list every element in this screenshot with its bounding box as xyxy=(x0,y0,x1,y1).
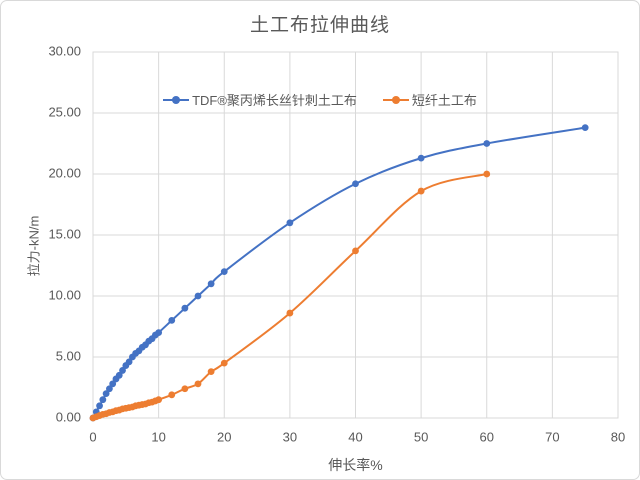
series-0 xyxy=(89,124,589,422)
y-axis-title: 拉力-kN/m xyxy=(26,215,42,277)
data-point-marker xyxy=(109,380,117,388)
data-point-marker xyxy=(286,309,294,317)
x-tick-label: 0 xyxy=(89,429,96,444)
data-point-marker xyxy=(352,180,359,188)
data-point-marker xyxy=(483,170,491,178)
data-point-marker xyxy=(207,368,215,376)
plot-border xyxy=(92,51,619,419)
series-1 xyxy=(89,170,491,422)
data-point-marker xyxy=(220,268,228,275)
x-tick-label: 10 xyxy=(151,429,165,444)
data-point-marker xyxy=(155,329,163,336)
data-point-marker xyxy=(168,391,176,399)
data-point-marker xyxy=(194,292,202,300)
x-tick-label: 20 xyxy=(217,429,231,444)
data-point-marker xyxy=(352,247,359,255)
y-tick-label: 0.00 xyxy=(56,409,81,424)
data-point-marker xyxy=(168,317,176,324)
data-point-marker xyxy=(102,390,110,397)
data-point-marker xyxy=(155,396,163,404)
data-point-marker xyxy=(181,304,189,312)
x-tick-label: 70 xyxy=(545,429,559,444)
x-tick-label: 30 xyxy=(283,429,297,444)
x-axis-title: 伸长率% xyxy=(328,457,383,473)
data-point-marker xyxy=(483,140,491,147)
data-point-marker xyxy=(286,219,294,227)
x-tick-label: 40 xyxy=(348,429,362,444)
axis-tick-labels: 0 10 20 30 40 50 60 70 80 0.00 5.00 10.00 15.00 20.00… xyxy=(48,43,625,444)
gridlines xyxy=(92,51,619,419)
y-tick-label: 15.00 xyxy=(48,226,81,241)
data-point-marker xyxy=(99,396,107,404)
series-line xyxy=(92,126,587,419)
data-point-marker xyxy=(125,358,133,366)
data-point-marker xyxy=(581,124,589,132)
data-point-marker xyxy=(194,380,202,388)
y-tick-label: 5.00 xyxy=(56,348,81,363)
y-tick-label: 10.00 xyxy=(48,287,81,302)
x-tick-label: 60 xyxy=(480,429,494,444)
data-point-marker xyxy=(417,187,425,195)
data-point-marker xyxy=(96,402,103,410)
y-tick-label: 20.00 xyxy=(48,165,81,180)
data-point-marker xyxy=(181,385,189,393)
y-tick-label: 25.00 xyxy=(48,104,81,119)
data-point-marker xyxy=(220,359,228,367)
chart-title: 土工布拉伸曲线 xyxy=(249,15,390,36)
x-tick-label: 80 xyxy=(611,429,625,444)
data-point-marker xyxy=(119,367,126,374)
data-point-marker xyxy=(106,385,113,393)
data-point-marker xyxy=(115,371,123,379)
data-point-marker xyxy=(207,280,215,288)
data-point-marker xyxy=(417,154,425,162)
y-tick-label: 30.00 xyxy=(48,43,81,58)
x-tick-label: 50 xyxy=(414,429,428,444)
